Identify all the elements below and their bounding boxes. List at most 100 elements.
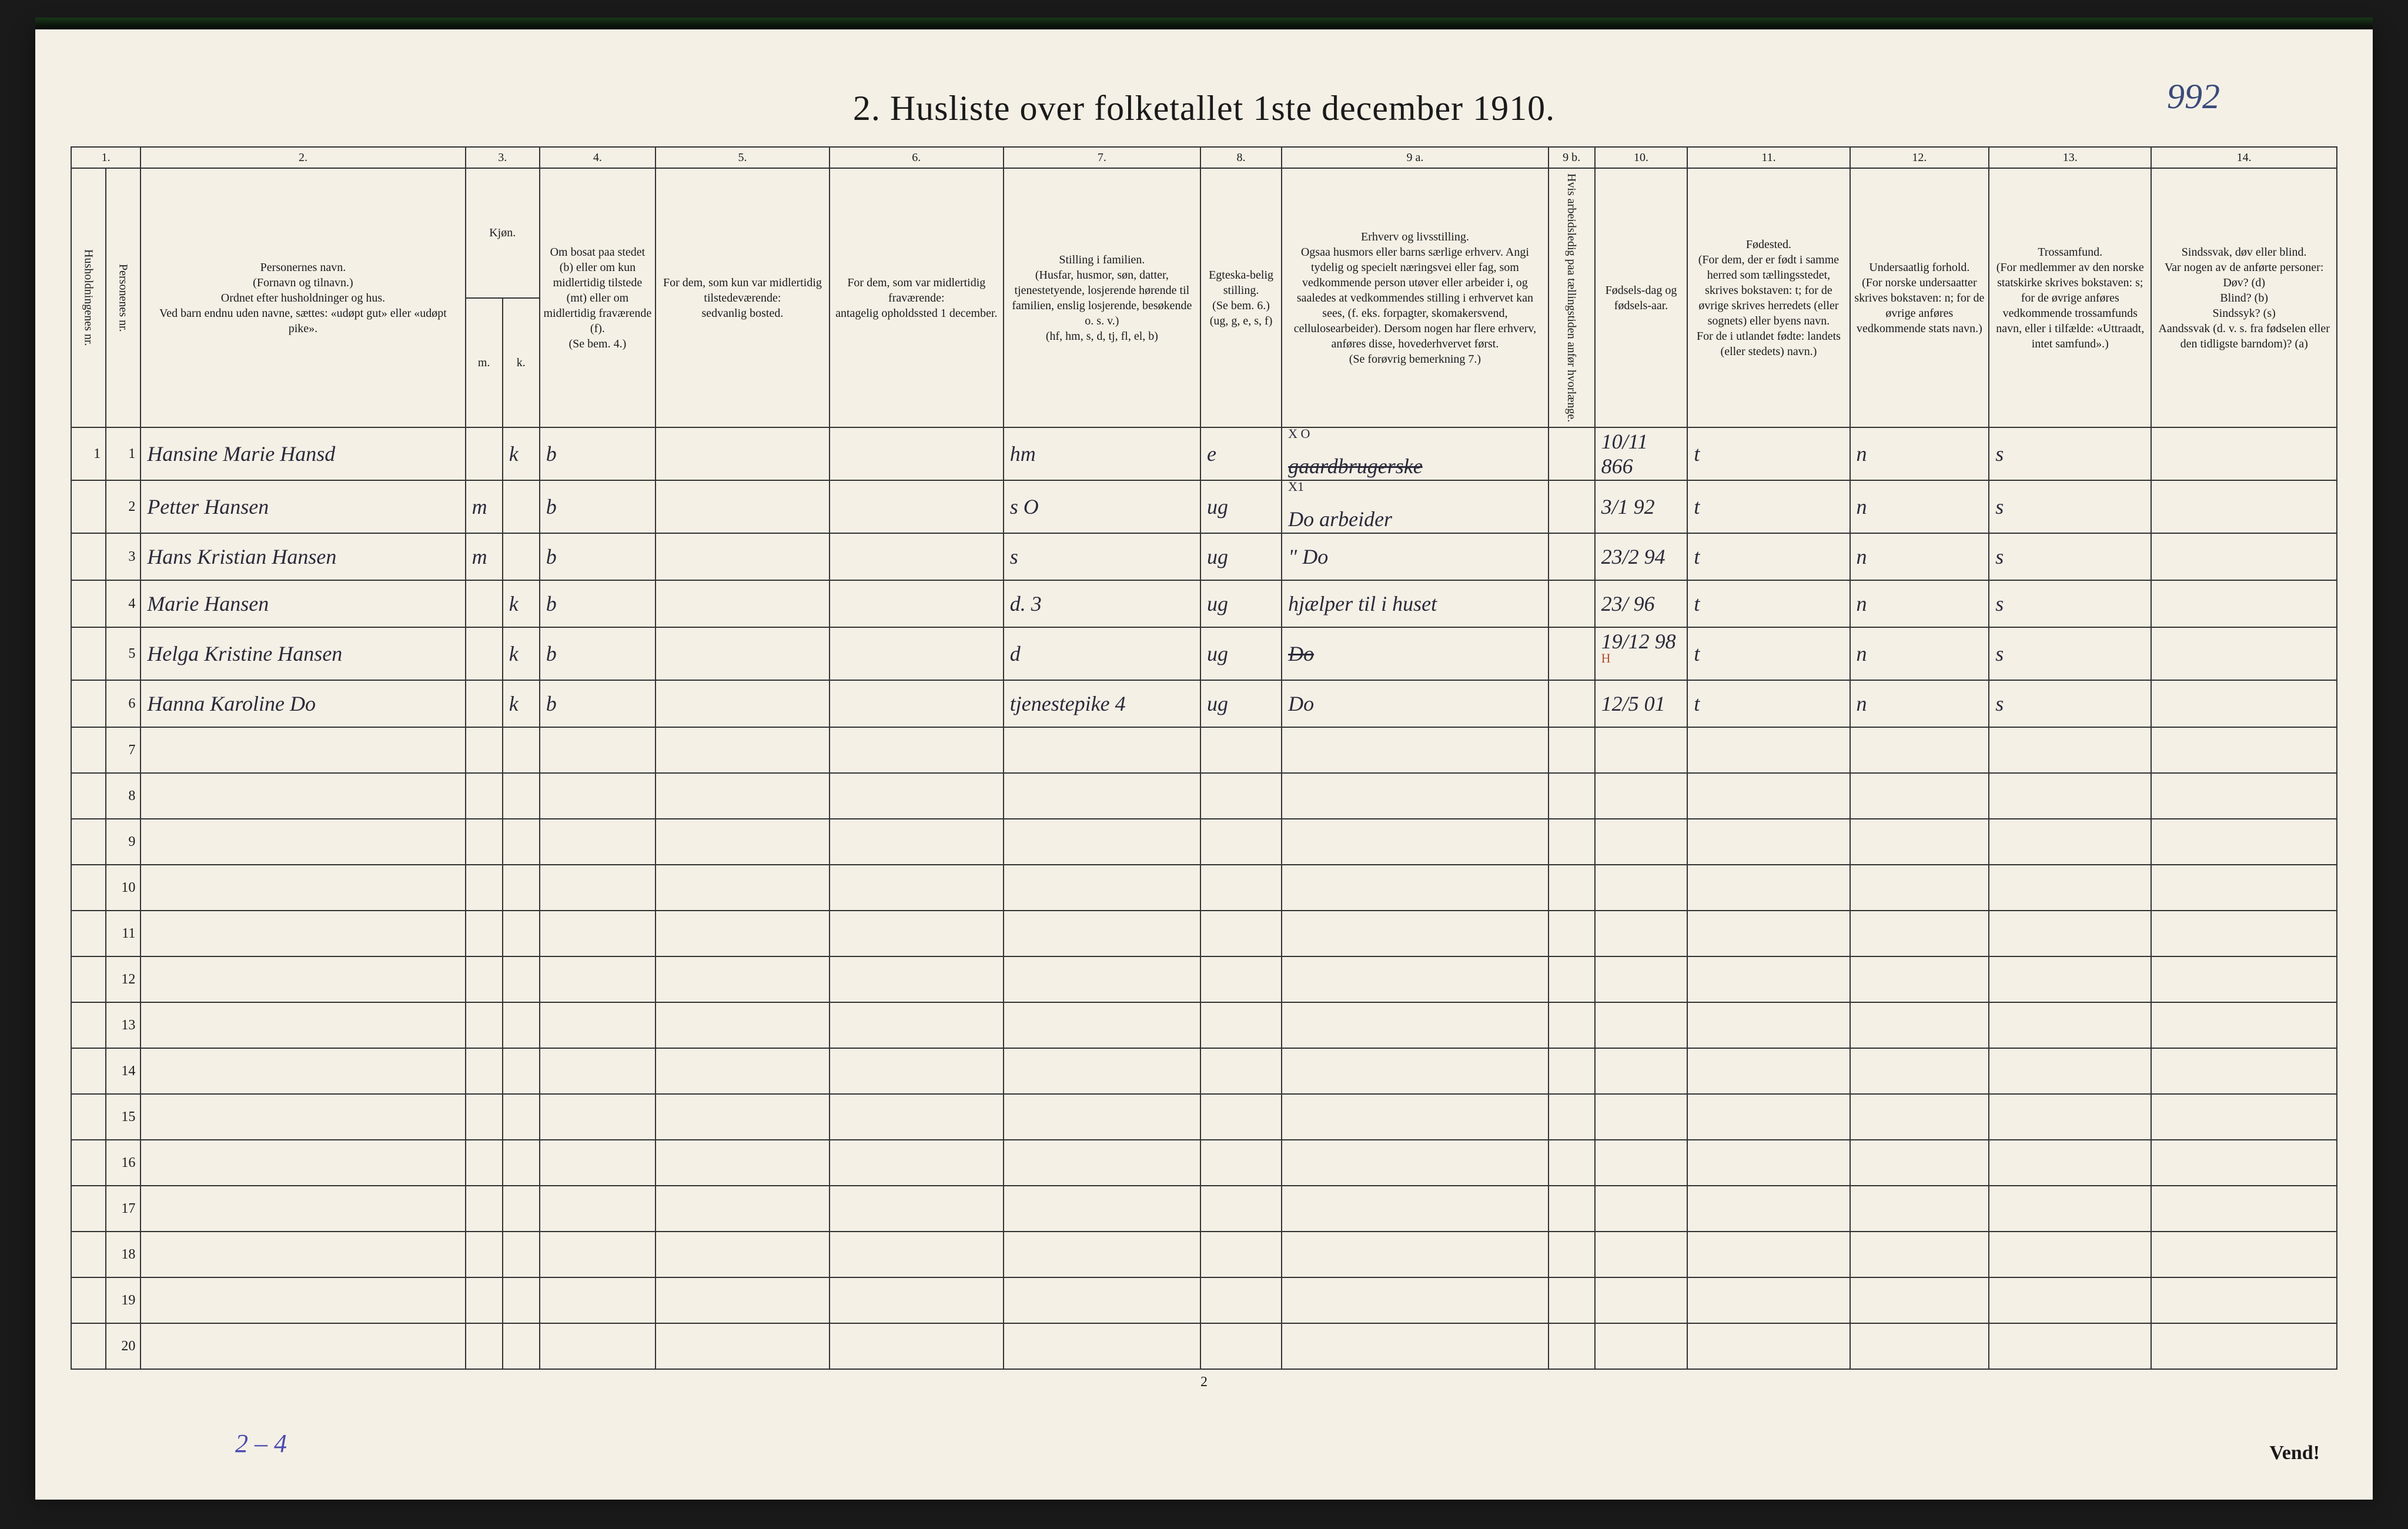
cell-empty xyxy=(1595,1323,1688,1369)
cell-empty xyxy=(1595,1094,1688,1140)
cell-empty xyxy=(1850,1094,1989,1140)
cell-empty xyxy=(1004,1232,1200,1277)
cell-empty xyxy=(540,1048,655,1094)
cell-empty xyxy=(830,956,1004,1002)
cell-empty xyxy=(1004,727,1200,773)
cell-person-nr: 12 xyxy=(106,956,141,1002)
cell-empty xyxy=(1549,1186,1595,1232)
colnum-5: 5. xyxy=(655,147,830,168)
cell-empty xyxy=(1989,1323,2151,1369)
cell-empty xyxy=(830,1232,1004,1277)
table-row-empty: 19 xyxy=(71,1277,2337,1323)
cell-undersaatlig: n xyxy=(1850,627,1989,680)
cell-empty xyxy=(2151,1140,2337,1186)
cell-empty xyxy=(1549,1002,1595,1048)
fdato-text: 23/2 94 xyxy=(1601,545,1665,568)
cell-empty xyxy=(503,773,540,819)
cell-empty xyxy=(2151,911,2337,956)
table-row-empty: 20 xyxy=(71,1323,2337,1369)
cell-empty xyxy=(1200,773,1282,819)
cell-empty xyxy=(1595,819,1688,865)
cell-empty xyxy=(141,911,465,956)
cell-person-nr: 8 xyxy=(106,773,141,819)
cell-empty xyxy=(655,911,830,956)
cell-empty xyxy=(2151,1048,2337,1094)
cell-empty xyxy=(1850,911,1989,956)
cell-erhverv: Do xyxy=(1282,680,1549,727)
cell-husholdning-nr xyxy=(71,1002,106,1048)
cell-person-nr: 11 xyxy=(106,911,141,956)
cell-opholdssted xyxy=(830,480,1004,533)
cell-bosat: b xyxy=(540,680,655,727)
table-row-empty: 18 xyxy=(71,1232,2337,1277)
cell-empty xyxy=(540,1232,655,1277)
header-personernes-navn: Personernes navn.(Fornavn og tilnavn.)Or… xyxy=(141,168,465,427)
table-body: 11Hansine Marie HansdkbhmeX Ogaardbruger… xyxy=(71,427,2337,1369)
cell-arbeidsledig xyxy=(1549,580,1595,627)
cell-opholdssted xyxy=(830,580,1004,627)
cell-arbeidsledig xyxy=(1549,427,1595,480)
cell-empty xyxy=(1850,773,1989,819)
header-trossamfund: Trossamfund.(For medlemmer av den norske… xyxy=(1989,168,2151,427)
cell-empty xyxy=(2151,1186,2337,1232)
cell-empty xyxy=(540,727,655,773)
cell-empty xyxy=(1850,1232,1989,1277)
cell-husholdning-nr xyxy=(71,1277,106,1323)
header-fodselsdag: Fødsels-dag og fødsels-aar. xyxy=(1595,168,1688,427)
cell-sindssvak xyxy=(2151,427,2337,480)
cell-empty xyxy=(1004,1277,1200,1323)
cell-empty xyxy=(1595,1232,1688,1277)
cell-fodested: t xyxy=(1687,627,1850,680)
cell-empty xyxy=(141,1232,465,1277)
cell-stilling: hm xyxy=(1004,427,1200,480)
cell-empty xyxy=(466,819,503,865)
colnum-9b: 9 b. xyxy=(1549,147,1595,168)
census-table: 1. 2. 3. 4. 5. 6. 7. 8. 9 a. 9 b. 10. 11… xyxy=(71,146,2337,1370)
cell-empty xyxy=(1549,1232,1595,1277)
cell-empty xyxy=(1004,956,1200,1002)
table-row: 6Hanna Karoline Dokbtjenestepike 4ugDo12… xyxy=(71,680,2337,727)
cell-empty xyxy=(655,773,830,819)
table-row: 4Marie Hansenkbd. 3ughjælper til i huset… xyxy=(71,580,2337,627)
cell-empty xyxy=(1989,1094,2151,1140)
cell-opholdssted xyxy=(830,533,1004,580)
cell-maend xyxy=(466,680,503,727)
cell-sindssvak xyxy=(2151,533,2337,580)
cell-empty xyxy=(1989,727,2151,773)
cell-empty xyxy=(1282,1048,1549,1094)
cell-egteskabelig: ug xyxy=(1200,480,1282,533)
cell-person-nr: 13 xyxy=(106,1002,141,1048)
cell-empty xyxy=(1282,1232,1549,1277)
cell-empty xyxy=(540,1277,655,1323)
cell-husholdning-nr xyxy=(71,1048,106,1094)
cell-empty xyxy=(1004,773,1200,819)
cell-opholdssted xyxy=(830,680,1004,727)
cell-empty xyxy=(503,1186,540,1232)
cell-undersaatlig: n xyxy=(1850,680,1989,727)
cell-empty xyxy=(655,819,830,865)
cell-empty xyxy=(466,1186,503,1232)
table-row-empty: 10 xyxy=(71,865,2337,911)
cell-empty xyxy=(540,911,655,956)
cell-stilling: d. 3 xyxy=(1004,580,1200,627)
cell-name: Hans Kristian Hansen xyxy=(141,533,465,580)
cell-empty xyxy=(1200,1002,1282,1048)
cell-empty xyxy=(503,956,540,1002)
header-text-row: Husholdningenes nr. Personenes nr. Perso… xyxy=(71,168,2337,298)
cell-empty xyxy=(1200,819,1282,865)
cell-sedvanlig-bosted xyxy=(655,627,830,680)
cell-sedvanlig-bosted xyxy=(655,680,830,727)
cell-sedvanlig-bosted xyxy=(655,533,830,580)
cell-husholdning-nr xyxy=(71,480,106,533)
cell-husholdning-nr xyxy=(71,680,106,727)
cell-empty xyxy=(141,819,465,865)
cell-fodested: t xyxy=(1687,680,1850,727)
cell-empty xyxy=(466,1277,503,1323)
erhverv-text: Do arbeider xyxy=(1288,507,1392,531)
cell-empty xyxy=(655,1048,830,1094)
cell-egteskabelig: e xyxy=(1200,427,1282,480)
fdato-text: 3/1 92 xyxy=(1601,495,1655,518)
header-kvinder: k. xyxy=(503,298,540,428)
cell-person-nr: 17 xyxy=(106,1186,141,1232)
cell-empty xyxy=(1989,773,2151,819)
